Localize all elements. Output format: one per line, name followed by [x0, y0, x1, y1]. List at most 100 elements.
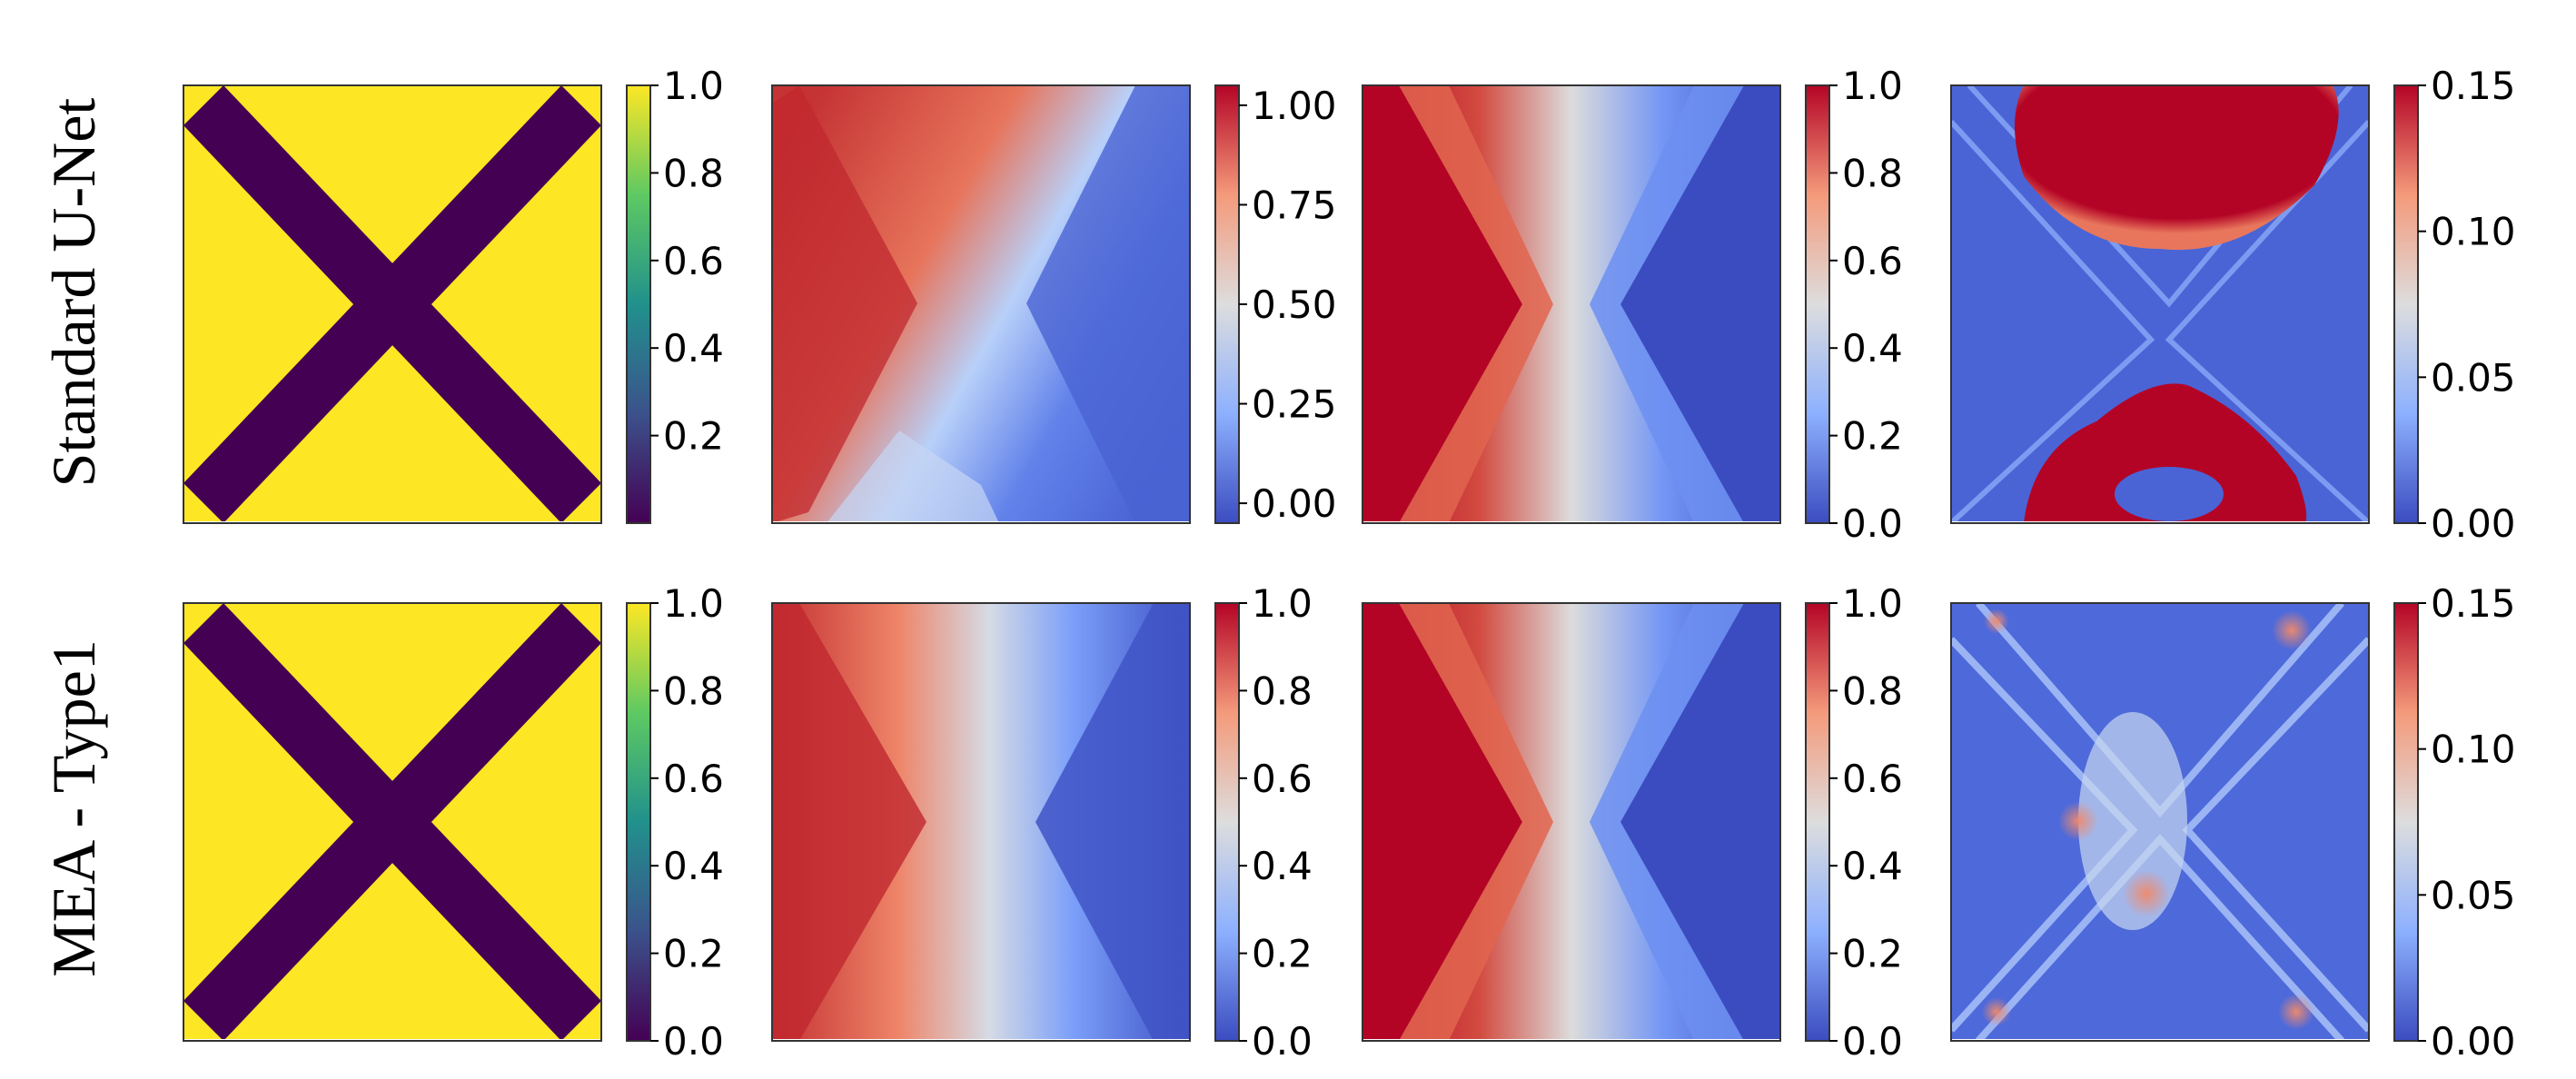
- colorbar-tick-label: 0.0: [1842, 501, 1903, 546]
- field-cold-region: [1620, 85, 1780, 521]
- panel-image: [1951, 85, 2369, 521]
- colorbar-tick-label: 0.05: [2431, 355, 2516, 400]
- colorbar-gradient: [627, 603, 650, 1041]
- error-hot-spot: [2272, 610, 2312, 650]
- panel-1-1-prediction: [771, 602, 1191, 1042]
- colorbar-gradient: [1806, 85, 1829, 523]
- colorbar-tick-label: 0.00: [2431, 1019, 2516, 1064]
- error-hot-spot: [1982, 997, 2011, 1026]
- panel-0-2-ground-truth: [1362, 84, 1781, 524]
- row-label-1: MEA - Type1: [39, 639, 108, 977]
- panel-image: [1362, 85, 1780, 521]
- colorbar-tick-label: 0.4: [663, 844, 724, 888]
- colorbar-tick-label: 0.4: [1842, 844, 1903, 888]
- colorbar-tick-label: 0.6: [1842, 757, 1903, 801]
- field-cool-band: [1590, 85, 1744, 521]
- field-hot-region: [1362, 603, 1522, 1039]
- error-hot-spot: [2278, 994, 2314, 1030]
- colorbar-frame: [2393, 84, 2419, 524]
- colorbar-tick-label: 0.00: [2431, 501, 2516, 546]
- colorbar-gradient: [2394, 603, 2418, 1041]
- colorbar-0-3: 0.15 0.10 0.05 0.00: [2393, 64, 2516, 546]
- colorbar-tick-label: 0.0: [663, 1019, 724, 1064]
- colorbar-tick-label: 0.6: [663, 239, 724, 283]
- colorbar-tick-label: 0.0: [1252, 1019, 1313, 1064]
- panel-frame: [1362, 602, 1781, 1042]
- field-hot-region: [1362, 85, 1522, 521]
- colorbar-0-0: 1.0 0.8 0.6 0.4 0.2: [626, 64, 724, 524]
- colorbar-tick-label: 0.75: [1252, 183, 1337, 227]
- panel-0-3-error: [1950, 84, 2370, 524]
- panel-frame: [771, 602, 1191, 1042]
- colorbar-0-1: 1.00 0.75 0.50 0.25 0.00: [1214, 84, 1337, 526]
- colorbar-1-3: 0.15 0.10 0.05 0.00: [2393, 581, 2516, 1064]
- colorbar-tick-label: 0.10: [2431, 728, 2516, 772]
- colorbar-tick-label: 1.0: [663, 64, 724, 108]
- colorbar-tick-label: 1.0: [663, 581, 724, 626]
- panel-frame: [183, 602, 602, 1042]
- colorbar-tick-label: 0.2: [1252, 932, 1313, 976]
- colorbars-layer: 1.0 0.8 0.6 0.4 0.2 1.00 0.75 0.50 0.25 0.00 1.0 0.…: [626, 64, 2516, 1064]
- field-hot-region: [772, 85, 917, 521]
- colorbar-1-0: 1.0 0.8 0.6 0.4 0.2 0.0: [626, 581, 724, 1064]
- field-cold-region: [1620, 603, 1780, 1039]
- colorbar-tick-label: 0.2: [663, 414, 724, 459]
- panel-image: [1951, 603, 2369, 1039]
- row-label-0: Standard U-Net: [39, 98, 108, 488]
- field-hot-region: [772, 603, 926, 1039]
- colorbar-tick-label: 1.0: [1252, 581, 1313, 626]
- colorbar-gradient: [1806, 603, 1829, 1041]
- panel-frame: [771, 84, 1191, 524]
- panel-frame: [183, 84, 602, 524]
- panel-image: [772, 85, 1190, 521]
- colorbar-frame: [626, 602, 651, 1042]
- colorbar-tick-label: 0.8: [1842, 668, 1903, 713]
- panels-layer: [183, 84, 2370, 1042]
- error-hot-spot: [2058, 801, 2098, 841]
- colorbar-0-2: 1.0 0.8 0.6 0.4 0.2 0.0: [1805, 64, 1903, 546]
- colorbar-1-2: 1.0 0.8 0.6 0.4 0.2 0.0: [1805, 581, 1903, 1064]
- error-blob-hole: [2115, 467, 2224, 521]
- colorbar-tick-label: 0.8: [1252, 668, 1313, 713]
- colorbar-frame: [1805, 602, 1830, 1042]
- error-blob-bottom: [2024, 383, 2307, 521]
- field-warm-band: [1399, 85, 1553, 521]
- colorbar-tick-label: 0.15: [2431, 64, 2516, 108]
- panel-1-3-error: [1950, 602, 2370, 1042]
- colorbar-tick-label: 0.4: [1842, 326, 1903, 371]
- colorbar-tick-label: 0.8: [663, 151, 724, 195]
- colorbar-frame: [2393, 602, 2419, 1042]
- field-cool-band: [1590, 603, 1744, 1039]
- panel-0-1-prediction: [771, 84, 1191, 524]
- colorbar-tick-label: 0.2: [1842, 932, 1903, 976]
- colorbar-tick-label: 1.0: [1842, 581, 1903, 626]
- colorbar-gradient: [2394, 85, 2418, 523]
- colorbar-tick-label: 0.8: [1842, 151, 1903, 195]
- colorbar-tick-label: 0.2: [1842, 414, 1903, 459]
- colorbar-tick-label: 0.8: [663, 668, 724, 713]
- panel-frame: [1362, 84, 1781, 524]
- panel-frame: [1950, 84, 2370, 524]
- field-cold-region: [1035, 603, 1190, 1039]
- error-hot-spot: [1984, 609, 2009, 634]
- colorbar-tick-label: 0.00: [1252, 481, 1337, 526]
- colorbar-tick-label: 0.4: [663, 326, 724, 371]
- colorbar-tick-label: 0.10: [2431, 210, 2516, 254]
- colorbar-1-1: 1.0 0.8 0.6 0.4 0.2 0.0: [1214, 581, 1313, 1064]
- colorbar-gradient: [1215, 603, 1239, 1041]
- colorbar-tick-label: 0.6: [1252, 757, 1313, 801]
- colorbar-frame: [626, 84, 651, 524]
- panel-frame: [1950, 602, 2370, 1042]
- colorbar-tick-label: 0.4: [1252, 844, 1313, 888]
- colorbar-tick-label: 0.50: [1252, 282, 1337, 327]
- field-warm-band: [1399, 603, 1553, 1039]
- colorbar-tick-label: 0.05: [2431, 873, 2516, 917]
- colorbar-frame: [1214, 602, 1240, 1042]
- panel-image: [1362, 603, 1780, 1039]
- colorbar-tick-label: 0.2: [663, 932, 724, 976]
- panel-image: [772, 603, 1190, 1039]
- colorbar-tick-label: 0.0: [1842, 1019, 1903, 1064]
- mask-cross-diagonal-b: [183, 85, 601, 521]
- colorbar-tick-label: 0.6: [1842, 239, 1903, 283]
